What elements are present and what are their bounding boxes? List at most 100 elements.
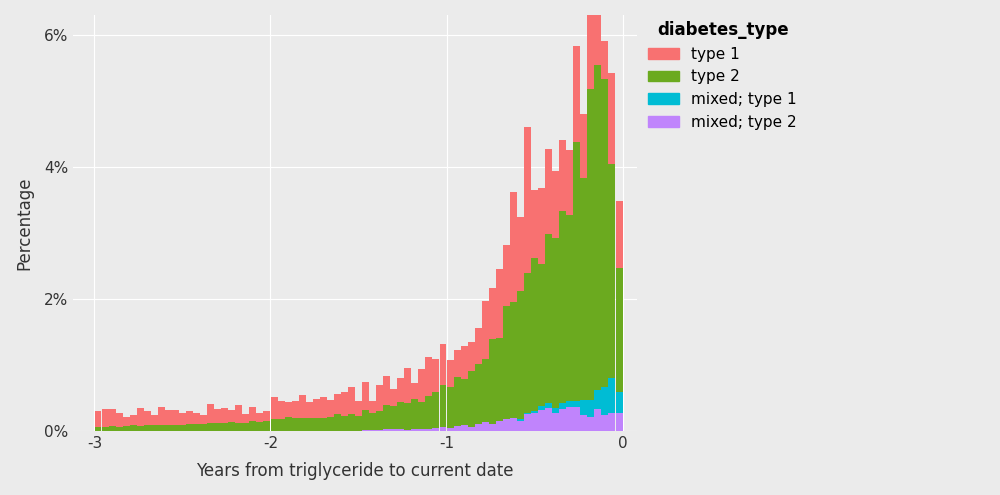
- Bar: [383, 405, 390, 430]
- Bar: [454, 377, 461, 426]
- Bar: [531, 413, 538, 431]
- Bar: [601, 415, 608, 431]
- Bar: [454, 426, 461, 431]
- Bar: [292, 400, 299, 418]
- Bar: [559, 140, 566, 211]
- Bar: [496, 338, 503, 421]
- Bar: [573, 406, 580, 431]
- Bar: [102, 427, 109, 431]
- Bar: [341, 416, 348, 431]
- Bar: [594, 409, 601, 431]
- Bar: [454, 349, 461, 377]
- Bar: [503, 246, 510, 305]
- Bar: [109, 426, 116, 431]
- Bar: [200, 424, 207, 431]
- Bar: [580, 400, 587, 415]
- Bar: [524, 413, 531, 414]
- Bar: [510, 418, 517, 431]
- Bar: [390, 429, 397, 431]
- Bar: [256, 413, 263, 422]
- Bar: [207, 404, 214, 423]
- Bar: [376, 430, 383, 431]
- Bar: [517, 292, 524, 419]
- Bar: [489, 424, 496, 431]
- Bar: [313, 398, 320, 418]
- Bar: [285, 417, 292, 431]
- Bar: [144, 411, 151, 425]
- Bar: [299, 418, 306, 431]
- Bar: [242, 414, 249, 423]
- Bar: [580, 114, 587, 178]
- Bar: [271, 419, 278, 431]
- Bar: [172, 425, 179, 431]
- Bar: [425, 356, 432, 396]
- Bar: [531, 411, 538, 413]
- Bar: [397, 429, 404, 431]
- Bar: [601, 41, 608, 79]
- Bar: [594, 65, 601, 390]
- Bar: [538, 188, 545, 264]
- Bar: [601, 79, 608, 387]
- Bar: [179, 412, 186, 425]
- Bar: [580, 178, 587, 400]
- Bar: [510, 192, 517, 302]
- Bar: [566, 400, 573, 407]
- Bar: [327, 400, 334, 417]
- Bar: [390, 406, 397, 429]
- Bar: [285, 401, 292, 417]
- Bar: [172, 410, 179, 425]
- Bar: [299, 396, 306, 418]
- Bar: [566, 150, 573, 215]
- Bar: [242, 423, 249, 431]
- Bar: [193, 413, 200, 424]
- Bar: [313, 418, 320, 431]
- Bar: [461, 346, 468, 379]
- Bar: [538, 264, 545, 406]
- Bar: [130, 415, 137, 425]
- Bar: [235, 423, 242, 431]
- Bar: [137, 408, 144, 426]
- Bar: [334, 414, 341, 431]
- Bar: [228, 410, 235, 422]
- Bar: [306, 402, 313, 417]
- Bar: [608, 413, 615, 431]
- Bar: [587, 417, 594, 431]
- Bar: [552, 238, 559, 408]
- Bar: [566, 215, 573, 400]
- Bar: [418, 369, 425, 402]
- Bar: [404, 430, 411, 431]
- Bar: [461, 379, 468, 425]
- Bar: [123, 417, 130, 426]
- Bar: [503, 305, 510, 419]
- Bar: [376, 385, 383, 411]
- Bar: [531, 258, 538, 411]
- Bar: [249, 407, 256, 421]
- Bar: [369, 412, 376, 430]
- Bar: [545, 403, 552, 408]
- Bar: [137, 426, 144, 431]
- Bar: [608, 73, 615, 163]
- Bar: [616, 392, 623, 413]
- Bar: [348, 414, 355, 431]
- Bar: [228, 422, 235, 431]
- Bar: [489, 339, 496, 424]
- Bar: [616, 413, 623, 431]
- Bar: [383, 376, 390, 405]
- Bar: [531, 191, 538, 258]
- Bar: [468, 342, 475, 371]
- Bar: [601, 387, 608, 415]
- Bar: [552, 408, 559, 413]
- Y-axis label: Percentage: Percentage: [15, 176, 33, 270]
- Bar: [538, 410, 545, 431]
- Bar: [447, 387, 454, 428]
- Bar: [158, 407, 165, 425]
- Bar: [573, 142, 580, 401]
- Bar: [404, 368, 411, 403]
- Bar: [263, 421, 270, 431]
- Bar: [608, 378, 615, 413]
- Bar: [573, 401, 580, 406]
- Bar: [278, 419, 285, 431]
- Bar: [249, 421, 256, 431]
- Bar: [383, 430, 390, 431]
- Bar: [341, 392, 348, 416]
